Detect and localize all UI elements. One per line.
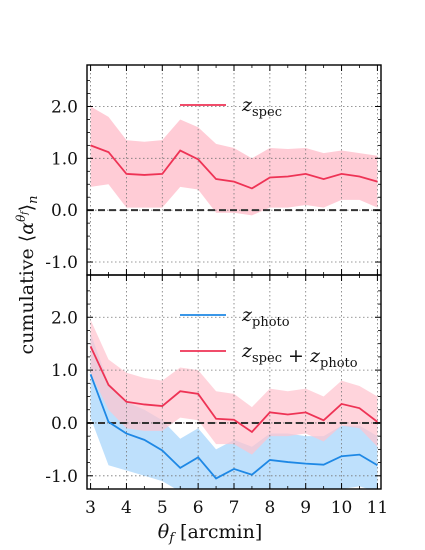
legend-0: zspec <box>180 94 282 120</box>
series-line-1-0 <box>89 374 378 480</box>
y-tick-label-0-3: 2.0 <box>51 97 78 117</box>
x-tick-label-3: 6 <box>193 498 204 518</box>
series-line-1-1 <box>89 345 378 434</box>
panel-top: zspec <box>86 64 382 276</box>
y-tick-label-0-2: 1.0 <box>51 149 78 169</box>
panel-bottom: zphoto zspec + zphoto <box>86 274 382 490</box>
legend-1: zphoto zspec + zphoto <box>180 304 358 371</box>
plot-area-1 <box>87 275 381 489</box>
x-tick-label-4: 7 <box>229 498 240 518</box>
error-band-1-1 <box>90 319 378 455</box>
x-tick-label-8: 11 <box>367 498 389 518</box>
x-tick-label-0: 3 <box>85 498 96 518</box>
y-tick-label-1-1: 0.0 <box>51 414 78 434</box>
y-tick-labels: -1.0 0.0 1.0 2.0 -1.0 0.0 1.0 2.0 <box>45 97 78 486</box>
y-tick-label-1-3: 2.0 <box>51 308 78 328</box>
x-tick-label-7: 10 <box>331 498 353 518</box>
x-tick-labels: 3 4 5 6 7 8 9 10 11 <box>85 498 388 518</box>
legend-label-1-0: zphoto <box>241 304 290 330</box>
y-tick-label-0-1: 0.0 <box>51 201 78 221</box>
x-tick-label-2: 5 <box>157 498 168 518</box>
error-band-0-0 <box>90 106 378 216</box>
x-axis-label: θf [arcmin] <box>158 521 263 546</box>
y-tick-label-1-2: 1.0 <box>51 361 78 381</box>
x-tick-label-6: 9 <box>300 498 311 518</box>
legend-label-0-0: zspec <box>241 94 282 120</box>
plot-area-0 <box>87 65 381 275</box>
x-tick-label-1: 4 <box>121 498 132 518</box>
y-tick-label-1-0: -1.0 <box>45 467 78 487</box>
x-tick-label-5: 8 <box>264 498 275 518</box>
y-tick-label-0-0: -1.0 <box>45 253 78 273</box>
series-line-0-0 <box>90 144 378 190</box>
legend-label-1-1: zspec + zphoto <box>241 340 358 371</box>
y-axis-label: cumulative ⟨αθf⟩n <box>14 196 41 355</box>
